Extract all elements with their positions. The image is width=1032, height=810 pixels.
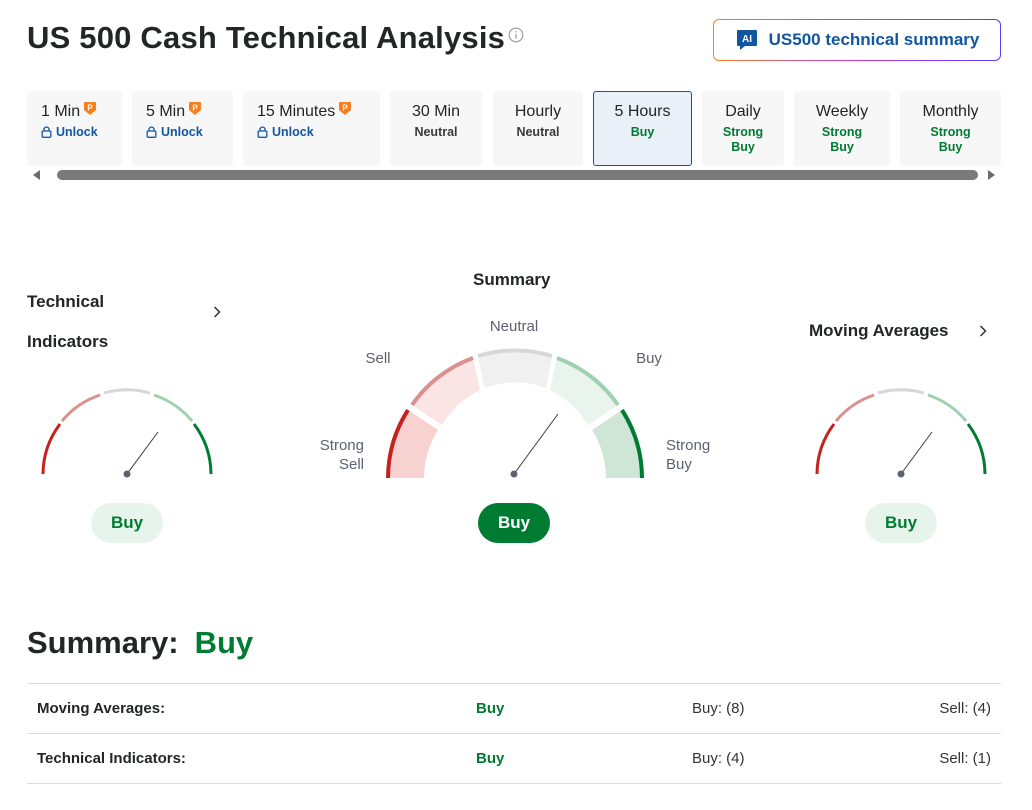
tab-signal: Strong Buy bbox=[821, 125, 863, 154]
pro-badge-icon: P bbox=[339, 102, 352, 115]
unlock-link[interactable]: Unlock bbox=[161, 125, 203, 139]
tab-label: Weekly bbox=[815, 103, 869, 120]
summary-gauge-title: Summary bbox=[473, 270, 551, 289]
pro-badge-icon: P bbox=[189, 102, 202, 115]
tab-5-min[interactable]: 5 Min P Unlock bbox=[132, 91, 233, 166]
tab-30-min[interactable]: 30 Min Neutral bbox=[390, 91, 482, 166]
technical-indicators-gauge bbox=[41, 388, 213, 478]
table-row: Moving Averages: Buy Buy: (8) Sell: (4) bbox=[27, 684, 1001, 734]
technical-indicators-signal[interactable]: Buy bbox=[91, 503, 163, 543]
tab-label: 5 Min bbox=[146, 103, 186, 120]
pro-badge-icon: P bbox=[84, 102, 97, 115]
tab-signal: Buy bbox=[630, 125, 655, 139]
gauge-label-buy: Buy bbox=[636, 350, 662, 367]
unlock-link[interactable]: Unlock bbox=[272, 125, 314, 139]
tab-hourly[interactable]: Hourly Neutral bbox=[493, 91, 583, 166]
svg-text:P: P bbox=[343, 104, 349, 113]
tab-label: Hourly bbox=[514, 103, 562, 120]
ai-button-label: US500 technical summary bbox=[768, 30, 980, 49]
tab-label: Daily bbox=[725, 103, 761, 120]
tab-label: 5 Hours bbox=[614, 103, 671, 120]
moving-averages-gauge bbox=[815, 388, 987, 478]
gauge-label-strong-buy: Strong Buy bbox=[666, 437, 711, 473]
svg-text:P: P bbox=[87, 104, 93, 113]
summary-gauge bbox=[386, 348, 644, 479]
scroll-left-arrow-icon[interactable] bbox=[33, 170, 40, 180]
row-buy-count: Buy: (8) bbox=[692, 700, 745, 717]
summary-table: Moving Averages: Buy Buy: (8) Sell: (4) … bbox=[27, 683, 1001, 784]
scroll-thumb[interactable] bbox=[57, 170, 978, 180]
tab-weekly[interactable]: Weekly Strong Buy bbox=[794, 91, 890, 166]
tabs-scrollbar[interactable] bbox=[30, 168, 998, 183]
row-sell-count: Sell: (1) bbox=[939, 750, 991, 767]
svg-text:AI: AI bbox=[742, 34, 752, 45]
tab-daily[interactable]: Daily Strong Buy bbox=[702, 91, 784, 166]
gauge-label-sell: Sell bbox=[365, 350, 391, 367]
tab-label: 15 Minutes bbox=[257, 103, 336, 120]
tab-label: 30 Min bbox=[411, 103, 461, 120]
table-row: Technical Indicators: Buy Buy: (4) Sell:… bbox=[27, 734, 1001, 784]
tab-signal: Neutral bbox=[414, 125, 458, 139]
tab-signal: Strong Buy bbox=[930, 125, 971, 154]
tab-5-hours[interactable]: 5 Hours Buy bbox=[593, 91, 692, 166]
svg-text:P: P bbox=[192, 104, 198, 113]
tab-signal: Neutral bbox=[516, 125, 560, 139]
timeframe-tabs: 1 Min P Unlock 5 Min P Unlock 15 Minutes P … bbox=[27, 91, 1001, 166]
summary-value: Buy bbox=[194, 625, 254, 660]
row-signal: Buy bbox=[476, 700, 505, 717]
row-signal: Buy bbox=[476, 750, 505, 767]
unlock-link[interactable]: Unlock bbox=[56, 125, 98, 139]
technical-indicators-title[interactable]: Technical Indicators bbox=[27, 292, 109, 351]
lock-icon bbox=[257, 126, 268, 138]
tab-1-min[interactable]: 1 Min P Unlock bbox=[27, 91, 122, 166]
chevron-right-icon[interactable] bbox=[212, 305, 222, 319]
page-title: US 500 Cash Technical Analysis bbox=[27, 20, 506, 55]
gauge-label-neutral: Neutral bbox=[489, 318, 539, 335]
moving-averages-signal[interactable]: Buy bbox=[865, 503, 937, 543]
tab-monthly[interactable]: Monthly Strong Buy bbox=[900, 91, 1001, 166]
row-name: Moving Averages: bbox=[37, 700, 166, 717]
lock-icon bbox=[146, 126, 157, 138]
ai-technical-summary-button[interactable]: AI US500 technical summary bbox=[713, 19, 1001, 61]
chevron-right-icon[interactable] bbox=[978, 324, 988, 338]
summary-label: Summary: bbox=[27, 625, 179, 660]
row-name: Technical Indicators: bbox=[37, 750, 186, 767]
gauge-label-strong-sell: Strong Sell bbox=[319, 437, 364, 473]
lock-icon bbox=[41, 126, 52, 138]
row-buy-count: Buy: (4) bbox=[692, 750, 745, 767]
tab-15-minutes[interactable]: 15 Minutes P Unlock bbox=[243, 91, 380, 166]
summary-gauge-signal[interactable]: Buy bbox=[478, 503, 550, 543]
tab-label: 1 Min bbox=[41, 103, 81, 120]
moving-averages-title[interactable]: Moving Averages bbox=[809, 321, 949, 340]
tab-signal: Strong Buy bbox=[722, 125, 764, 154]
summary-heading: Summary: Buy bbox=[27, 625, 253, 661]
scroll-right-arrow-icon[interactable] bbox=[988, 170, 995, 180]
row-sell-count: Sell: (4) bbox=[939, 700, 991, 717]
tab-label: Monthly bbox=[922, 103, 979, 120]
ai-chat-icon: AI bbox=[736, 30, 757, 50]
info-icon[interactable] bbox=[508, 27, 524, 43]
